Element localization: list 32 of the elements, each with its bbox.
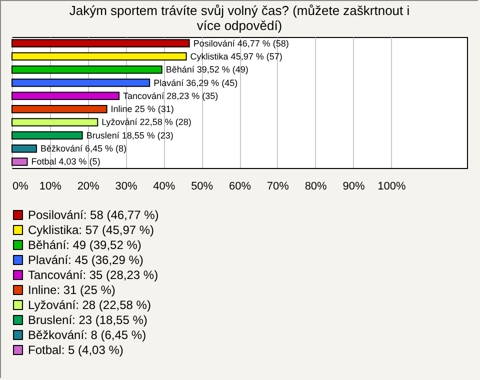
legend-label: Lyžování: 28 (22,58 %)	[28, 298, 151, 312]
x-tick-label: 20%	[77, 180, 100, 192]
data-label: Plavání 36,29 % (45)	[154, 78, 238, 88]
data-label: Posilování 46,77 % (58)	[193, 38, 289, 48]
x-tick-label: 50%	[191, 180, 214, 192]
legend-label: Posilování: 58 (46,77 %)	[28, 208, 159, 222]
x-tick-label: 80%	[304, 180, 328, 192]
data-label: Cyklistika 45,97 % (57)	[190, 51, 282, 62]
x-tick-label: 0%	[12, 180, 29, 192]
legend-label: Tancování: 35 (28,23 %)	[28, 268, 158, 282]
x-tick-label: 70%	[266, 180, 290, 192]
x-tick-label: 100%	[378, 180, 406, 192]
x-tick-label: 30%	[115, 180, 138, 192]
x-tick-label: 10%	[39, 180, 62, 192]
x-tick-label: 40%	[153, 180, 176, 192]
legend-label: Cyklistika: 57 (45,97 %)	[28, 223, 154, 237]
legend-label: Fotbal: 5 (4,03 %)	[28, 343, 124, 357]
legend-label: Plavání: 45 (36,29 %)	[28, 253, 144, 267]
data-label: Lyžování 22,58 % (28)	[102, 117, 192, 128]
legend-label: Běžkování: 8 (6,45 %)	[28, 328, 146, 342]
legend-label: Bruslení: 23 (18,55 %)	[28, 313, 148, 327]
legend-label: Běhání: 49 (39,52 %)	[28, 238, 142, 252]
legend-label: Inline: 31 (25 %)	[28, 283, 116, 297]
data-label: Běhání 39,52 % (49)	[166, 64, 248, 75]
data-label: Běžkování 6,45 % (8)	[40, 144, 127, 154]
chart-title: Jakým sportem trávíte svůj volný čas? (můžete zaškrtnout i více odpovědí)	[69, 3, 410, 33]
x-tick-label: 60%	[228, 180, 252, 192]
x-tick-label: 90%	[342, 180, 365, 192]
data-label: Inline 25 % (31)	[110, 104, 174, 114]
data-label: Tancování 28,23 % (35)	[123, 90, 218, 101]
data-label: Fotbal 4,03 % (5)	[31, 156, 100, 167]
data-label: Bruslení 18,55 % (23)	[86, 130, 174, 140]
